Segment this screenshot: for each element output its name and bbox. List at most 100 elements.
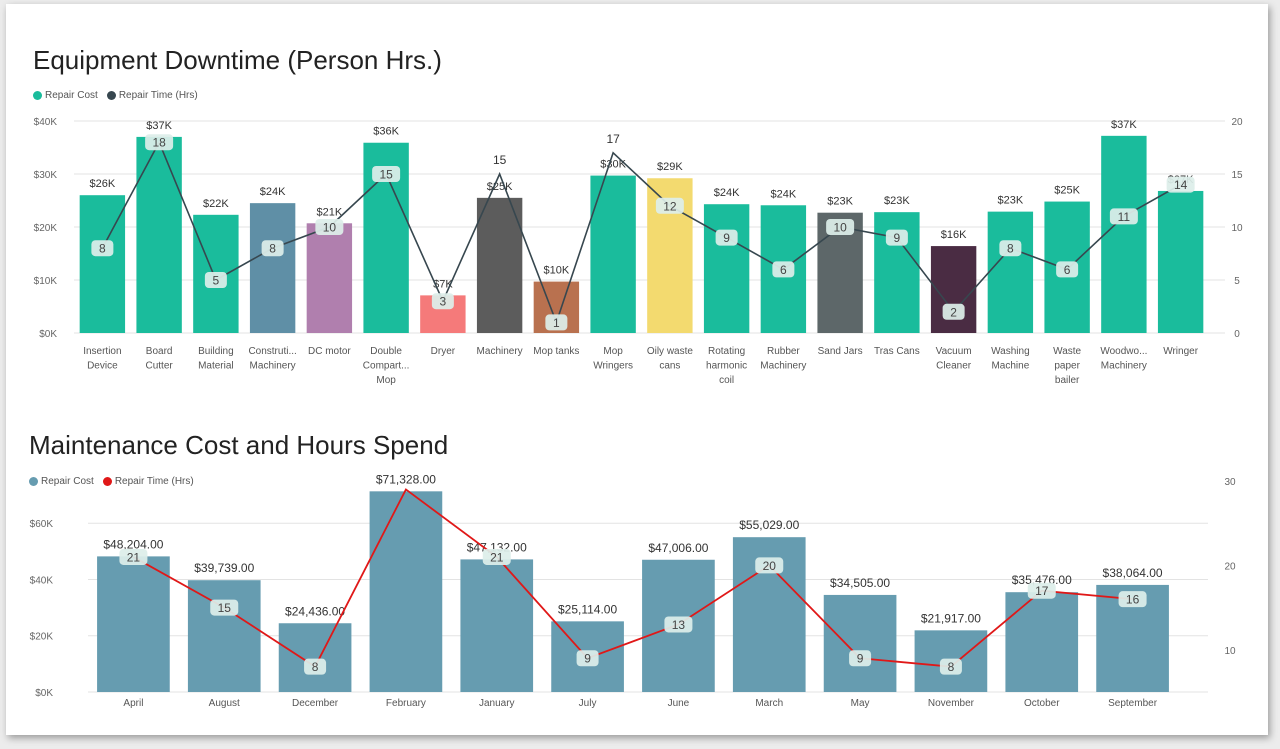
line-value-label-bg xyxy=(304,658,327,675)
x-tick-label: January xyxy=(479,698,515,709)
x-tick-label: coil xyxy=(719,375,734,386)
x-tick-label: Machinery xyxy=(1101,361,1147,372)
line-value-label-bg xyxy=(145,134,174,151)
line-value-label-bg xyxy=(826,219,855,235)
bar-value-label: $55,029.00 xyxy=(739,518,799,532)
line-value-label-bg xyxy=(1109,208,1138,225)
bar-value-label: $34,505.00 xyxy=(830,576,890,590)
bar-value-label: $29K xyxy=(657,161,683,173)
equipment-downtime-chart: $0K$10K$20K$30K$40K05101520$26KInsertion… xyxy=(34,117,1243,386)
line-value-label-bg xyxy=(664,616,693,633)
legend-dot-icon xyxy=(102,477,112,486)
y2-tick-label: 0 xyxy=(1234,329,1240,340)
legend-label: Repair Cost xyxy=(41,476,94,487)
bar xyxy=(476,197,523,333)
line-value-label: 13 xyxy=(672,618,686,632)
x-tick-label: Building xyxy=(198,346,234,357)
bar xyxy=(369,491,443,692)
bar xyxy=(278,623,352,692)
y2-tick-label: 20 xyxy=(1224,561,1236,572)
bar-value-label: $35,476.00 xyxy=(1012,573,1072,587)
bar-value-label: $25K xyxy=(1054,185,1080,197)
y-tick-label: $0K xyxy=(35,688,53,699)
chart2-legend-repair-time[interactable]: Repair Time (Hrs) xyxy=(102,476,194,487)
bar-value-label: $25,114.00 xyxy=(558,602,617,616)
x-tick-label: Mop xyxy=(603,346,623,357)
bar-value-label: $24,436.00 xyxy=(285,604,345,618)
y-tick-label: $30K xyxy=(34,170,58,181)
x-tick-label: Cutter xyxy=(146,361,174,372)
x-tick-label: Machine xyxy=(991,361,1029,372)
line-value-label: 17 xyxy=(606,132,620,146)
y2-tick-label: 20 xyxy=(1231,117,1243,128)
x-tick-label: Cleaner xyxy=(936,361,972,372)
bar-value-label: $10K xyxy=(544,265,570,277)
line-value-label-bg xyxy=(372,166,401,182)
line-value-label-bg xyxy=(655,197,684,214)
bar-value-label: $37K xyxy=(146,120,172,132)
line-value-label: 14 xyxy=(1174,178,1188,192)
line-value-label: 15 xyxy=(379,168,393,182)
line-value-label-bg xyxy=(1056,261,1079,278)
bar-value-label: $39,739.00 xyxy=(194,561,254,575)
chart2-title: Maintenance Cost and Hours Spend xyxy=(29,430,449,460)
chart2-legend-repair-cost[interactable]: Repair Cost xyxy=(29,476,94,487)
y2-tick-label: 5 xyxy=(1234,276,1240,287)
chart1-legend-repair-time[interactable]: Repair Time (Hrs) xyxy=(106,90,198,101)
x-tick-label: Tras Cans xyxy=(874,346,920,357)
bar xyxy=(249,203,296,333)
line-value-label-bg xyxy=(204,272,227,288)
line-value-label-bg xyxy=(885,229,908,246)
x-tick-label: February xyxy=(386,698,426,709)
line-value-label: 18 xyxy=(152,136,166,150)
line-value-label: 20 xyxy=(763,559,777,573)
x-tick-label: Dryer xyxy=(431,346,456,357)
line-value-label-bg xyxy=(431,293,454,310)
report-card: Equipment Downtime (Person Hrs.) Repair … xyxy=(6,4,1268,735)
line-value-label-bg xyxy=(715,229,738,246)
line-value-label: 8 xyxy=(1007,242,1014,256)
bar xyxy=(97,556,170,692)
x-tick-label: Machinery xyxy=(760,361,806,372)
line-value-label-bg xyxy=(482,548,511,565)
x-tick-label: paper xyxy=(1054,361,1080,372)
bar xyxy=(460,559,534,692)
bar-value-label: $23K xyxy=(827,196,853,208)
line-value-label: 8 xyxy=(99,242,106,256)
chart1-legend: Repair Cost Repair Time (Hrs) xyxy=(33,90,207,101)
line-value-label-bg xyxy=(210,599,239,616)
bar-value-label: $71,328.00 xyxy=(376,472,436,486)
bar-value-label: $23K xyxy=(998,195,1024,207)
line-value-label-bg xyxy=(849,650,872,667)
y-tick-label: $20K xyxy=(34,223,58,234)
bar xyxy=(1157,190,1204,333)
maintenance-cost-chart: $0K $20K $40K $60K 10 20 30 $48,204.00 April $39,… xyxy=(30,472,1236,709)
x-tick-label: Rotating xyxy=(708,346,745,357)
line-value-label-bg xyxy=(772,261,795,278)
y-tick-label: $10K xyxy=(34,276,58,287)
bar xyxy=(306,223,353,333)
line-value-label: 10 xyxy=(323,221,337,235)
x-tick-label: September xyxy=(1108,698,1158,709)
chart1-legend-repair-cost[interactable]: Repair Cost xyxy=(33,90,98,101)
y2-tick-label: 10 xyxy=(1224,646,1236,657)
line-value-label-bg xyxy=(1118,591,1147,608)
bar-value-label: $37K xyxy=(1111,119,1137,131)
line-value-label-bg xyxy=(942,303,965,320)
bar-value-label: $26K xyxy=(90,178,116,190)
bar xyxy=(823,594,897,692)
line-value-label: 3 xyxy=(440,295,447,309)
x-tick-label: Device xyxy=(87,361,118,372)
line-value-label: 2 xyxy=(950,305,957,319)
x-tick-label: April xyxy=(123,698,143,709)
line-value-label-bg xyxy=(1166,176,1195,193)
bar-value-label: $24K xyxy=(714,187,740,199)
line-value-label-bg xyxy=(261,240,284,257)
x-tick-label: December xyxy=(292,698,339,709)
x-tick-label: November xyxy=(928,698,975,709)
line-value-label-bg xyxy=(755,557,784,574)
x-tick-label: Board xyxy=(146,346,173,357)
line-value-label: 15 xyxy=(493,153,507,167)
x-tick-label: Compart... xyxy=(363,361,410,372)
legend-label: Repair Cost xyxy=(45,90,98,101)
